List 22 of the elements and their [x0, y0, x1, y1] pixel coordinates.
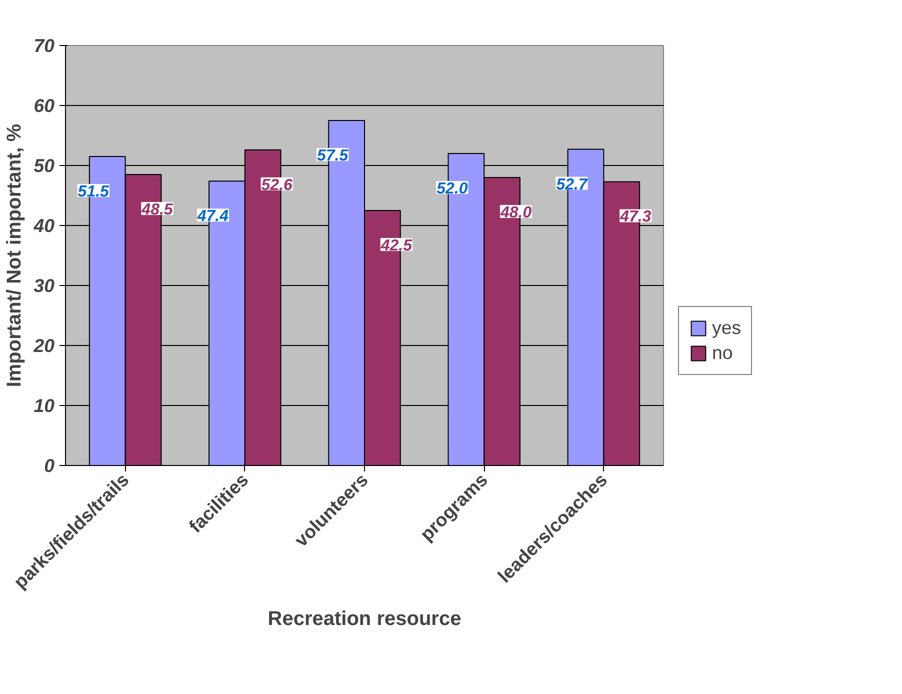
y-tick-label: 40 [32, 215, 56, 236]
data-label: 47.3 [619, 208, 652, 226]
data-label: 52.6 [261, 176, 293, 194]
y-tick-label: 30 [34, 275, 56, 296]
y-tick-label: 20 [32, 335, 56, 356]
data-label: 51.5 [78, 184, 110, 200]
data-label: 48.0 [499, 204, 532, 222]
x-axis-title: Recreation resource [268, 608, 462, 630]
legend-label: yes [712, 317, 742, 339]
y-tick-label: 10 [34, 395, 56, 416]
data-label: 48.5 [140, 202, 174, 218]
y-tick-label: 50 [34, 155, 56, 176]
data-label: 57.5 [316, 148, 350, 164]
legend-label: no [712, 342, 733, 364]
y-tick-label: 70 [34, 35, 56, 56]
y-tick-label: 60 [34, 95, 56, 116]
data-label: 42.5 [380, 238, 414, 254]
y-axis-title: Important/ Not important, % [4, 124, 26, 388]
y-tick-label: 0 [44, 455, 56, 476]
data-label: 47.4 [196, 208, 229, 226]
data-label: 52.7 [556, 176, 588, 194]
data-label: 52.0 [436, 180, 468, 198]
